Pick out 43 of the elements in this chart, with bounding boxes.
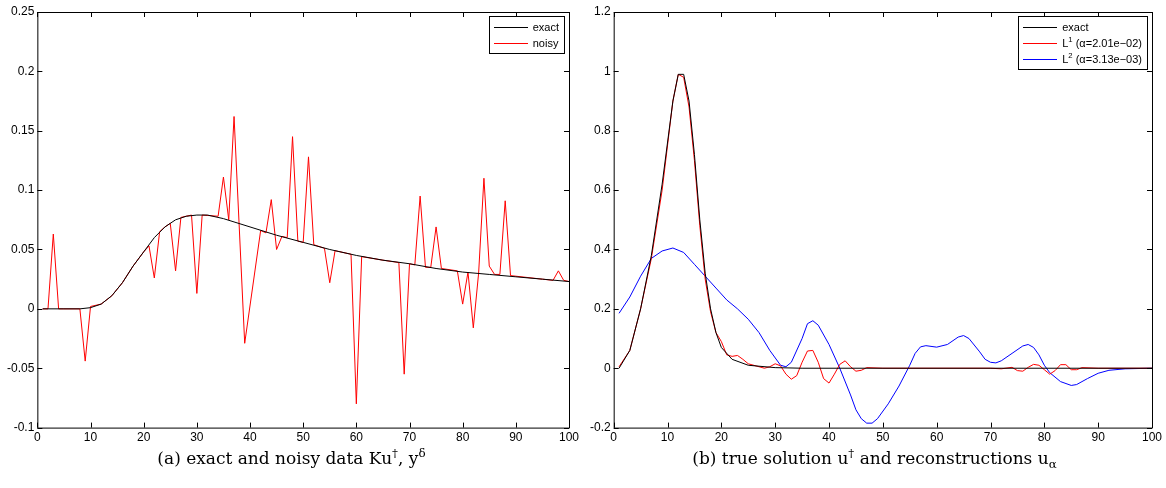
x-tick-label: 100 (1141, 430, 1163, 445)
x-tick-label: 50 (296, 430, 311, 445)
legend-label: L$^{1}$ (α=2.01e−02) (1062, 35, 1142, 51)
x-axis-title: (b) true solution u$^{†}$ and reconstructions u$_{α}$ (691, 446, 1058, 472)
y-tick-label: 0.8 (593, 123, 611, 138)
y-tick-label: -0.2 (589, 419, 611, 434)
x-tick-label: 30 (768, 430, 783, 445)
x-tick-label: 20 (137, 430, 151, 445)
y-tick-label: 1.2 (593, 4, 611, 19)
x-tick-label: 40 (822, 430, 836, 445)
x-tick-label: 70 (402, 430, 417, 445)
x-axis-title: (a) exact and noisy data Ku$^{†}$, y$^{δ}$ (156, 446, 427, 468)
y-tick-label: 0.05 (10, 241, 35, 256)
y-tick-label: 0.6 (593, 182, 611, 197)
y-tick-label: 0.25 (10, 4, 35, 19)
x-tick-label: 80 (1037, 430, 1052, 445)
legend-label: exact (1062, 20, 1089, 35)
x-tick-label: 90 (509, 430, 523, 445)
legend-label: exact (532, 20, 559, 35)
y-tick-label: 0 (603, 360, 611, 375)
legend-label: L$^{2}$ (α=3.13e−03) (1062, 51, 1142, 67)
y-tick-label: 0.2 (17, 63, 35, 78)
x-tick-label: 10 (660, 430, 675, 445)
y-tick-label: -0.1 (13, 419, 35, 434)
x-tick-label: 50 (876, 430, 890, 445)
x-tick-label: 20 (714, 430, 729, 445)
y-tick-label: 0 (27, 301, 35, 316)
x-tick-label: 40 (243, 430, 258, 445)
y-tick-label: 0.15 (10, 123, 35, 138)
x-tick-label: 70 (983, 430, 998, 445)
x-tick-label: 100 (558, 430, 580, 445)
y-tick-label: -0.05 (6, 360, 35, 375)
y-tick-label: 0.4 (593, 241, 611, 256)
x-tick-label: 90 (1091, 430, 1106, 445)
x-tick-label: 60 (349, 430, 364, 445)
y-tick-label: 1 (603, 63, 611, 78)
x-tick-label: 60 (929, 430, 944, 445)
y-tick-label: 0.1 (17, 182, 35, 197)
y-tick-label: 0.2 (593, 301, 611, 316)
legend-label: noisy (532, 36, 559, 51)
x-tick-label: 80 (455, 430, 470, 445)
x-tick-label: 30 (190, 430, 204, 445)
x-tick-label: 10 (83, 430, 98, 445)
